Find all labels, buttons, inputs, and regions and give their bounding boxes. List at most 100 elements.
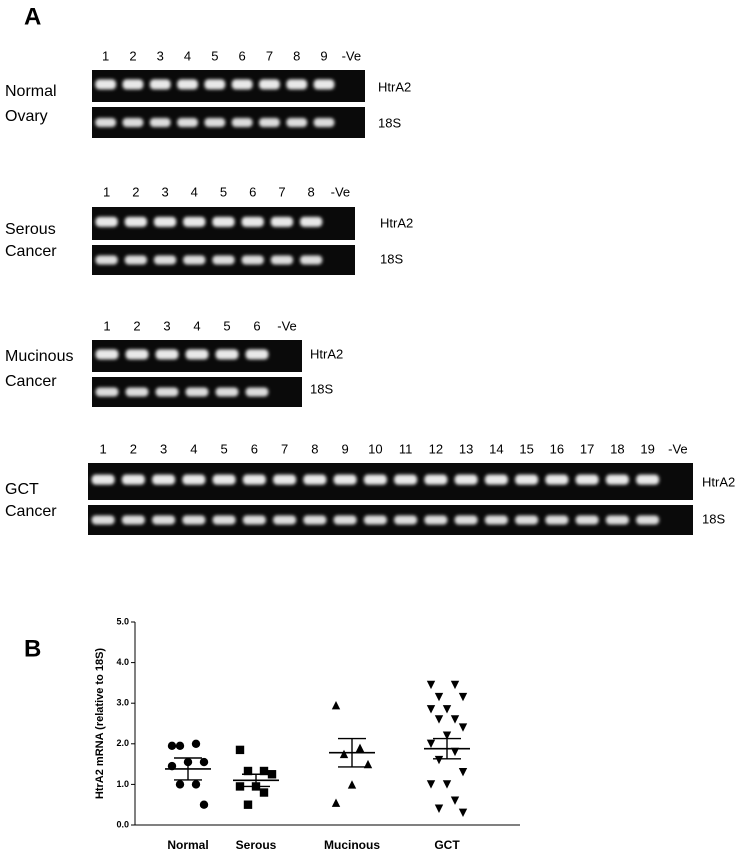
- data-point: [458, 808, 468, 818]
- sample-label: GCT: [5, 481, 39, 498]
- gel-band: [155, 349, 179, 360]
- x-tick-label: Serous: [236, 838, 277, 852]
- lane-number: 1: [103, 184, 110, 199]
- lane-number: 4: [184, 48, 191, 63]
- gel-band: [95, 118, 117, 127]
- gel-band: [545, 474, 569, 485]
- sample-label: Cancer: [5, 243, 57, 260]
- lane-number: 7: [281, 441, 288, 456]
- lane-number: 15: [519, 441, 533, 456]
- lane-number: 5: [221, 441, 228, 456]
- data-point: [191, 780, 201, 789]
- gel-band: [313, 118, 335, 127]
- lane-number: 9: [320, 48, 327, 63]
- gel-band: [155, 387, 179, 397]
- gel-band: [95, 387, 119, 397]
- data-point: [450, 715, 460, 724]
- data-point: [347, 780, 357, 789]
- data-point: [434, 804, 444, 813]
- data-point: [426, 705, 436, 714]
- gel-band: [300, 255, 323, 265]
- gel-band: [152, 474, 176, 485]
- gel-band: [575, 474, 599, 485]
- lane-number: 12: [429, 441, 443, 456]
- data-point: [243, 800, 253, 809]
- y-tick-label: 4.0: [116, 657, 129, 667]
- gel-band: [152, 515, 176, 525]
- gel-band: [204, 118, 226, 127]
- band-label: 18S: [310, 381, 333, 396]
- gel-band: [363, 515, 387, 525]
- gel-band: [454, 474, 478, 485]
- band-label: 18S: [702, 511, 725, 526]
- y-tick-label: 1.0: [116, 779, 129, 789]
- gel-band: [183, 255, 206, 265]
- gel-band: [259, 118, 280, 127]
- sample-label: Ovary: [5, 108, 48, 125]
- gel-band: [153, 216, 177, 227]
- band-label: HtrA2: [380, 215, 413, 230]
- gel-band: [273, 515, 297, 525]
- gel-band: [215, 349, 239, 360]
- gel-band: [303, 515, 327, 525]
- lane-number: 6: [239, 48, 246, 63]
- lane-number: 5: [220, 184, 227, 199]
- data-point: [191, 739, 201, 748]
- gel-band: [212, 216, 235, 227]
- gel-band: [300, 216, 323, 227]
- lane-number: -Ve: [342, 48, 362, 63]
- data-point: [426, 780, 436, 789]
- lane-number: -Ve: [277, 318, 297, 333]
- lane-number: 2: [132, 184, 139, 199]
- x-tick-label: Mucinous: [324, 838, 380, 852]
- gel-band: [286, 118, 308, 127]
- sample-label: Normal: [5, 83, 57, 100]
- panel-label: B: [24, 635, 41, 662]
- gel-band: [394, 474, 418, 485]
- gel-band: [245, 387, 269, 397]
- data-point: [259, 766, 269, 776]
- lane-number: 10: [368, 441, 382, 456]
- y-axis-label: HtrA2 mRNA (relative to 18S): [94, 648, 106, 800]
- band-label: 18S: [380, 251, 403, 266]
- gel-band: [125, 349, 149, 360]
- band-label: HtrA2: [310, 346, 343, 361]
- data-point: [442, 705, 452, 714]
- gel-band: [177, 79, 198, 90]
- lane-number: 5: [223, 318, 230, 333]
- gel-band: [242, 474, 266, 485]
- data-point: [199, 757, 209, 767]
- gel-band: [636, 515, 660, 525]
- gel-band: [95, 79, 117, 90]
- lane-number: 1: [100, 441, 107, 456]
- gel-band: [121, 515, 145, 525]
- gel: [88, 463, 693, 500]
- lane-number: 11: [399, 441, 413, 456]
- gel-band: [303, 474, 327, 485]
- gel-band: [484, 515, 508, 525]
- lane-number: 17: [580, 441, 594, 456]
- y-tick-label: 3.0: [116, 698, 129, 708]
- data-point: [235, 745, 245, 755]
- sample-label: Mucinous: [5, 348, 73, 365]
- sample-label: Cancer: [5, 503, 57, 520]
- data-point: [363, 759, 373, 769]
- gel-band: [182, 474, 206, 485]
- gel-band: [124, 216, 147, 227]
- gel-band: [333, 474, 357, 485]
- gel-band: [204, 79, 226, 90]
- gel-band: [121, 474, 145, 485]
- lane-number: 16: [550, 441, 564, 456]
- gel-band: [241, 216, 264, 227]
- gel-band: [424, 515, 448, 525]
- lane-number: 3: [160, 441, 167, 456]
- gel-band: [91, 474, 115, 485]
- data-point: [243, 766, 253, 776]
- gel-band: [286, 79, 308, 90]
- gel-band: [605, 515, 629, 525]
- data-point: [259, 788, 269, 797]
- lane-number: 19: [640, 441, 654, 456]
- lane-number: 13: [459, 441, 473, 456]
- gel-band: [212, 474, 236, 485]
